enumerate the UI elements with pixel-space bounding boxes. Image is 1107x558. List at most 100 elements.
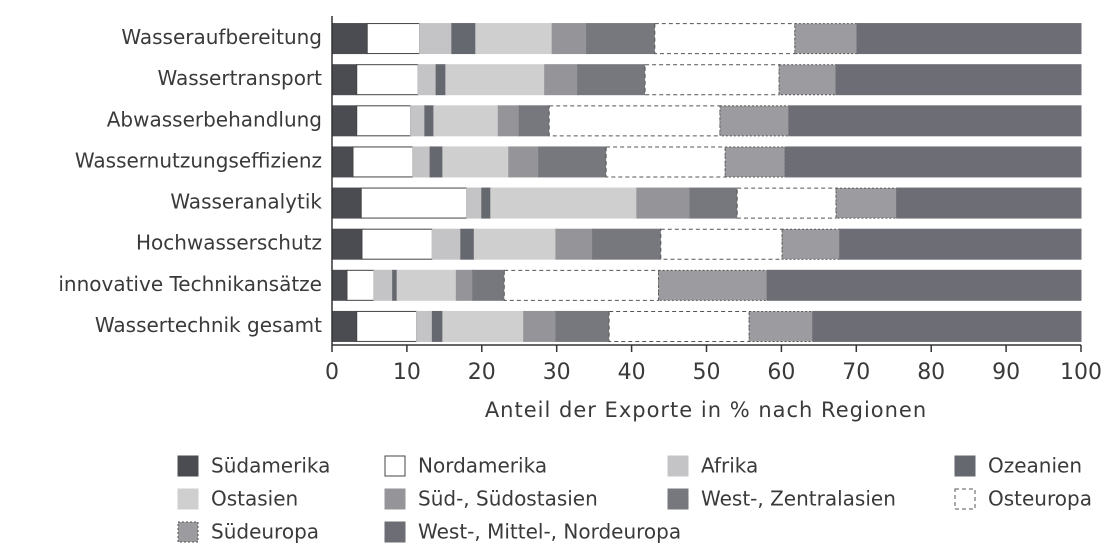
bar-segment [331,23,368,55]
x-axis-label: Anteil der Exporte in % nach Regionen [485,398,927,422]
bar-segment [766,269,1082,301]
bar-segment [373,269,394,301]
bar-segment [331,105,358,137]
category-label: Wassertransport [157,66,322,90]
bar-segment [346,269,375,301]
bar-segment [544,64,579,96]
bar-segment [839,228,1082,260]
bar-segment [442,310,525,342]
category-label: Wasseranalytik [170,190,322,214]
bar-segment [473,228,557,260]
bar-segment [352,146,414,178]
x-tick-label: 30 [543,360,571,385]
bar-segment [490,187,638,219]
bar-segment [360,187,468,219]
bar-segment [445,64,546,96]
bar-segment [433,105,499,137]
bar-segment [417,64,437,96]
x-tick-label: 40 [618,360,646,385]
x-tick-label: 0 [325,360,339,385]
bar-segment [654,23,796,55]
bar-segment [331,64,358,96]
bar-segment [658,269,768,301]
bar-segment [636,187,691,219]
legend-swatch [384,455,406,477]
legend-label: Ostasien [211,487,298,511]
category-label: Wassernutzungseffizienz [75,148,322,172]
bar-segment [481,187,492,219]
bar-segment [356,105,412,137]
legend-swatch [667,488,689,510]
legend-label: West-, Mittel-, Nordeuropa [418,520,681,544]
bar-segment [508,146,540,178]
x-tick-label: 50 [693,360,721,385]
legend-swatch [384,521,406,543]
x-tick-label: 70 [842,360,870,385]
category-label: Wasseraufbereitung [121,25,322,49]
bar-segment [442,146,510,178]
bar-segment [586,23,656,55]
bar-segment [812,310,1082,342]
bar-segment [794,23,858,55]
bar-segment [410,105,426,137]
legend-swatch [177,521,199,543]
legend-swatch [177,488,199,510]
bar-segment [660,228,783,260]
legend-label: West-, Zentralasien [701,487,896,511]
bar-segment [356,64,419,96]
x-tick-label: 90 [992,360,1020,385]
bar-segment [361,228,433,260]
bar-segment [466,187,483,219]
bar-segment [555,310,610,342]
legend-label: Osteuropa [988,487,1092,511]
bar-segment [331,146,354,178]
legend-label: Süd-, Südostasien [418,487,598,511]
x-tick-label: 10 [393,360,421,385]
bar-segment [331,310,358,342]
bar-segment [724,146,786,178]
x-tick-label: 20 [468,360,496,385]
bar-segment [719,105,790,137]
bar-segment [331,228,363,260]
legend-label: Nordamerika [418,454,547,478]
category-label: Abwasserbehandlung [107,107,322,131]
legend-swatch [384,488,406,510]
x-tick-label: 60 [767,360,795,385]
bar-segment [356,310,418,342]
bar-segment [331,187,362,219]
legend-label: Afrika [701,454,758,478]
bar-segment [548,105,721,137]
bar-segment [455,269,474,301]
bar-segment [736,187,837,219]
bar-segment [503,269,660,301]
x-tick-label: 80 [917,360,945,385]
bar-segment [419,23,453,55]
legend-label: Südeuropa [211,520,319,544]
legend-label: Südamerika [211,454,330,478]
bar-segment [518,105,550,137]
bar-segment [555,228,594,260]
category-label: Wassertechnik gesamt [95,313,322,337]
bar-segment [835,187,898,219]
bar-segment [835,64,1082,96]
bar-segment [644,64,780,96]
bar-segment [424,105,435,137]
legend-swatch [667,455,689,477]
bar-segment [856,23,1082,55]
bar-segment [577,64,646,96]
bar-segment [412,146,431,178]
bar-segment [431,310,444,342]
bar-segment [331,269,348,301]
legend-swatch [954,455,976,477]
bar-segment [396,269,457,301]
bar-segment [431,228,462,260]
legend-swatch [177,455,199,477]
legend-swatch [954,488,976,510]
bar-segment [497,105,520,137]
bar-segment [475,23,553,55]
bar-segment [523,310,557,342]
bar-segment [781,228,841,260]
legend-label: Ozeanien [988,454,1082,478]
bar-segment [551,23,588,55]
